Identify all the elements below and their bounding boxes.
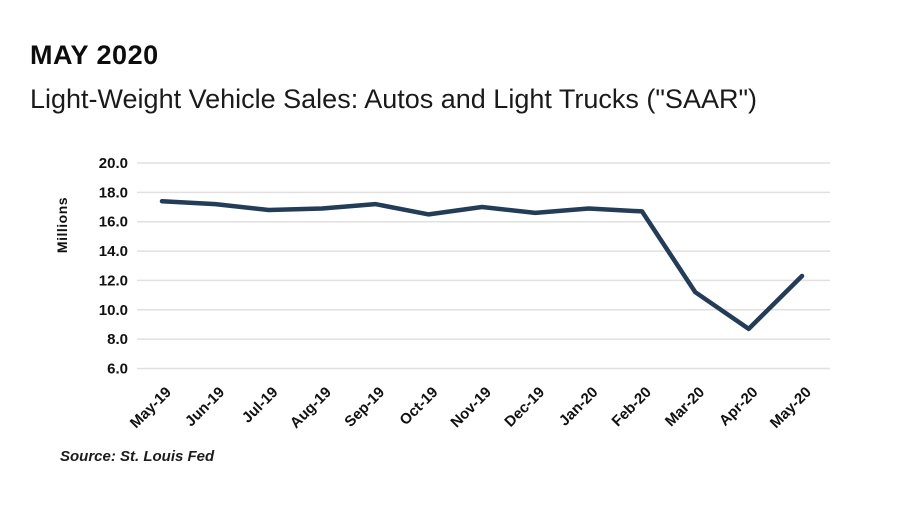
x-tick-label: Aug-19 <box>287 384 335 432</box>
x-tick-label: Oct-19 <box>396 384 441 429</box>
sales-line-series <box>159 198 805 332</box>
y-tick-label: 6.0 <box>107 361 128 378</box>
y-tick-label: 10.0 <box>99 302 128 319</box>
y-axis-title: Millions <box>54 197 70 253</box>
x-tick-label: Dec-19 <box>501 384 548 431</box>
y-tick-label: 20.0 <box>99 155 128 172</box>
y-tick-label: 14.0 <box>99 243 128 260</box>
x-tick-label: Jun-19 <box>182 384 228 430</box>
y-tick-label: 8.0 <box>107 331 128 348</box>
x-tick-label: May-19 <box>127 384 175 432</box>
y-tick-label: 12.0 <box>99 272 128 289</box>
x-tick-label: Nov-19 <box>447 384 494 431</box>
y-tick-label: 18.0 <box>99 184 128 201</box>
source-note: Source: St. Louis Fed <box>60 448 215 465</box>
x-tick-label: Mar-20 <box>662 384 708 430</box>
x-tick-label: Feb-20 <box>609 384 655 430</box>
y-tick-label: 16.0 <box>99 214 128 231</box>
x-tick-label: Jan-20 <box>556 384 602 430</box>
x-tick-label: May-20 <box>767 384 815 432</box>
report-date-heading: MAY 2020 <box>30 40 159 70</box>
x-tick-label: Jul-19 <box>239 384 282 427</box>
chart-title: Light-Weight Vehicle Sales: Autos and Li… <box>30 84 758 114</box>
x-tick-label: Apr-20 <box>716 384 762 430</box>
x-tick-label: Sep-19 <box>341 384 388 431</box>
